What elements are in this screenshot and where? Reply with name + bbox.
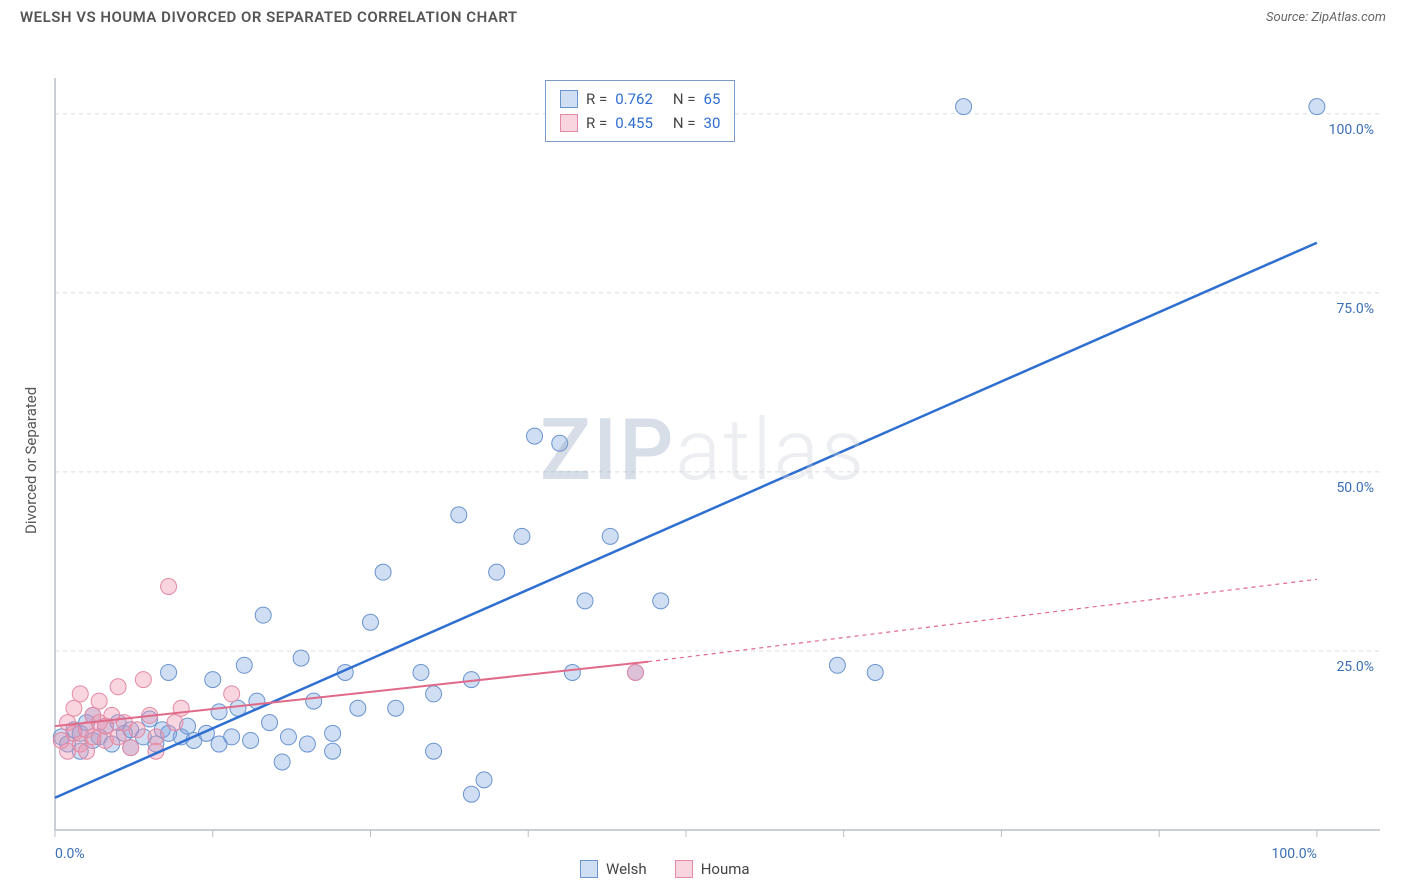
legend-swatch <box>560 114 578 132</box>
legend-series-item: Houma <box>675 860 750 878</box>
legend-series-item: Welsh <box>580 860 647 878</box>
legend-swatch <box>580 860 598 878</box>
chart-source: Source: ZipAtlas.com <box>1266 10 1386 25</box>
legend-series-label: Houma <box>701 860 750 878</box>
legend-correlation: R = 0.762N = 65R = 0.455N = 30 <box>545 80 735 142</box>
legend-series-label: Welsh <box>606 860 647 878</box>
y-axis-label: Divorced or Separated <box>22 387 40 534</box>
svg-text:100.0%: 100.0% <box>1329 122 1374 138</box>
svg-text:0.0%: 0.0% <box>55 846 85 862</box>
chart-area: 25.0%50.0%75.0%100.0%0.0%100.0% ZIPatlas… <box>0 30 1406 880</box>
legend-row: R = 0.455N = 30 <box>560 111 720 135</box>
svg-text:75.0%: 75.0% <box>1336 301 1374 317</box>
svg-text:25.0%: 25.0% <box>1336 659 1374 675</box>
legend-series: Welsh Houma <box>580 860 750 878</box>
chart-title: WELSH VS HOUMA DIVORCED OR SEPARATED COR… <box>20 8 518 26</box>
scatter-chart-svg: 25.0% 50.0% 75.0% 100.0% 0.0% 100.0% <box>0 30 1406 880</box>
chart-header: WELSH VS HOUMA DIVORCED OR SEPARATED COR… <box>0 0 1406 30</box>
legend-swatch <box>560 90 578 108</box>
svg-text:50.0%: 50.0% <box>1336 480 1374 496</box>
legend-row: R = 0.762N = 65 <box>560 87 720 111</box>
legend-swatch <box>675 860 693 878</box>
svg-text:100.0%: 100.0% <box>1271 846 1316 862</box>
